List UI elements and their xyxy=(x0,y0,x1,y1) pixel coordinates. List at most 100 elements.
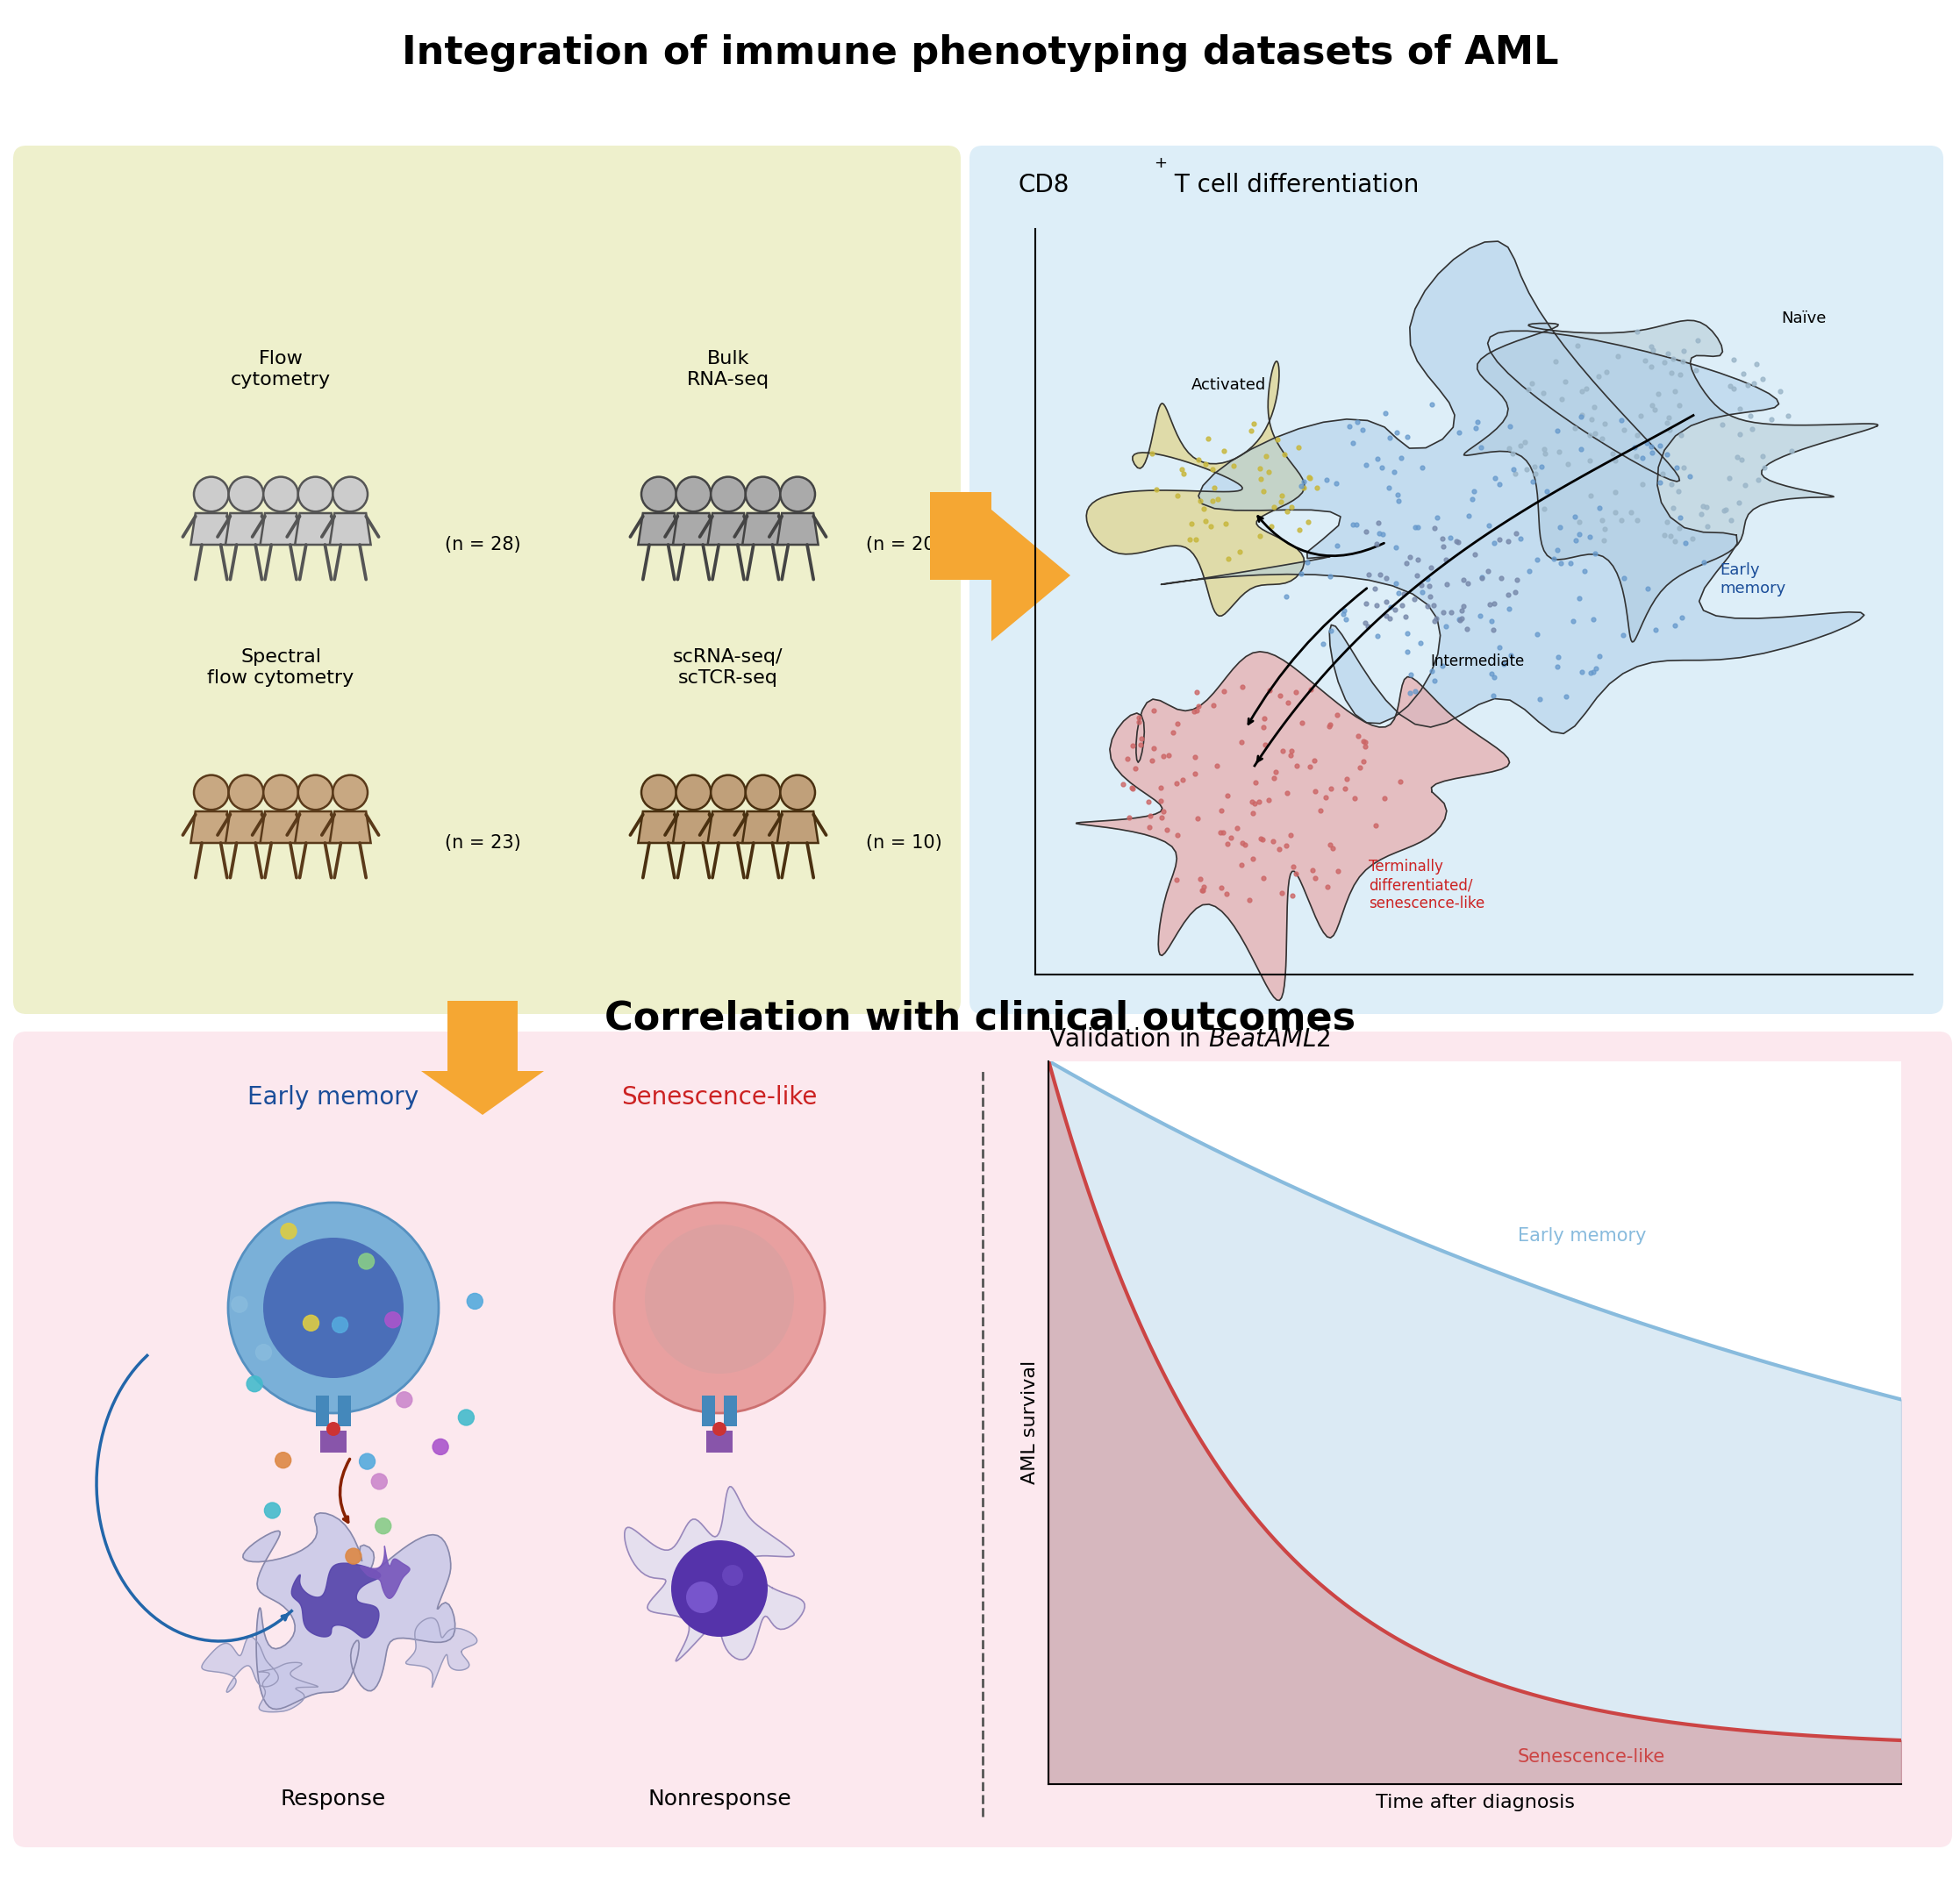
Circle shape xyxy=(255,1345,272,1360)
Circle shape xyxy=(263,477,298,511)
Text: +: + xyxy=(1154,156,1166,171)
Text: (n = 23): (n = 23) xyxy=(445,834,521,853)
Circle shape xyxy=(327,1422,341,1437)
Polygon shape xyxy=(639,513,680,545)
Text: Early memory: Early memory xyxy=(247,1085,419,1110)
Polygon shape xyxy=(639,811,680,843)
Polygon shape xyxy=(1464,321,1878,642)
Polygon shape xyxy=(708,811,749,843)
Text: Validation in $\mathit{BeatAML2}$: Validation in $\mathit{BeatAML2}$ xyxy=(1049,1027,1331,1052)
Bar xyxy=(706,1431,733,1452)
Polygon shape xyxy=(225,811,267,843)
Circle shape xyxy=(298,477,333,511)
Polygon shape xyxy=(261,811,302,843)
Text: Correlation with clinical outcomes: Correlation with clinical outcomes xyxy=(604,999,1356,1037)
Polygon shape xyxy=(778,811,817,843)
Circle shape xyxy=(396,1392,412,1408)
Text: Flow
cytometry: Flow cytometry xyxy=(231,351,331,389)
Circle shape xyxy=(370,1474,388,1489)
Text: Bulk
RNA-seq: Bulk RNA-seq xyxy=(686,351,770,389)
Polygon shape xyxy=(743,513,784,545)
Circle shape xyxy=(280,1223,296,1239)
Circle shape xyxy=(384,1313,400,1328)
Circle shape xyxy=(333,776,368,809)
Circle shape xyxy=(711,1422,727,1437)
Text: Naïve: Naïve xyxy=(1782,310,1827,327)
Text: Integration of immune phenotyping datasets of AML: Integration of immune phenotyping datase… xyxy=(402,34,1558,71)
Y-axis label: AML survival: AML survival xyxy=(1021,1362,1039,1484)
Polygon shape xyxy=(202,1636,278,1692)
Circle shape xyxy=(676,776,711,809)
Circle shape xyxy=(263,1238,404,1378)
Circle shape xyxy=(641,776,676,809)
Polygon shape xyxy=(294,811,335,843)
Text: (n = 28): (n = 28) xyxy=(445,535,521,554)
Polygon shape xyxy=(743,811,784,843)
Text: (n = 20): (n = 20) xyxy=(866,535,941,554)
Circle shape xyxy=(374,1517,392,1534)
X-axis label: Time after diagnosis: Time after diagnosis xyxy=(1376,1793,1574,1812)
Text: scRNA-seq/
scTCR-seq: scRNA-seq/ scTCR-seq xyxy=(672,648,784,687)
Polygon shape xyxy=(1160,240,1864,734)
Bar xyxy=(319,1431,347,1452)
Circle shape xyxy=(194,776,229,809)
Text: Response: Response xyxy=(280,1788,386,1810)
Circle shape xyxy=(613,1202,825,1412)
Circle shape xyxy=(686,1581,717,1613)
Circle shape xyxy=(298,776,333,809)
Circle shape xyxy=(263,776,298,809)
Polygon shape xyxy=(406,1617,476,1686)
Polygon shape xyxy=(361,1546,410,1598)
Circle shape xyxy=(345,1547,361,1564)
Circle shape xyxy=(333,477,368,511)
Circle shape xyxy=(433,1439,449,1455)
Circle shape xyxy=(711,477,745,511)
Polygon shape xyxy=(294,513,335,545)
Polygon shape xyxy=(292,1562,380,1638)
Circle shape xyxy=(359,1454,374,1469)
Text: T cell differentiation: T cell differentiation xyxy=(1166,173,1419,197)
Polygon shape xyxy=(708,513,749,545)
FancyBboxPatch shape xyxy=(14,1031,1952,1848)
Circle shape xyxy=(265,1502,280,1517)
Text: Intermediate: Intermediate xyxy=(1431,654,1525,669)
Text: (n = 10): (n = 10) xyxy=(866,834,941,853)
Bar xyxy=(723,1395,737,1425)
Polygon shape xyxy=(329,513,370,545)
Text: Activated: Activated xyxy=(1192,377,1266,393)
Polygon shape xyxy=(672,811,713,843)
Circle shape xyxy=(274,1452,290,1469)
Polygon shape xyxy=(1086,361,1303,616)
Bar xyxy=(337,1395,351,1425)
Text: Nonresponse: Nonresponse xyxy=(647,1788,792,1810)
Text: Terminally
differentiated/
senescence-like: Terminally differentiated/ senescence-li… xyxy=(1368,858,1484,911)
Polygon shape xyxy=(259,1662,318,1713)
Circle shape xyxy=(676,477,711,511)
Circle shape xyxy=(711,776,745,809)
Polygon shape xyxy=(929,492,1070,640)
Polygon shape xyxy=(261,513,302,545)
Polygon shape xyxy=(225,513,267,545)
Circle shape xyxy=(780,477,815,511)
Text: CD8: CD8 xyxy=(1017,173,1068,197)
Text: Senescence-like: Senescence-like xyxy=(1517,1748,1666,1765)
Circle shape xyxy=(247,1377,263,1392)
Bar xyxy=(316,1395,329,1425)
Circle shape xyxy=(304,1315,319,1332)
Circle shape xyxy=(331,1316,349,1333)
Circle shape xyxy=(359,1253,374,1270)
Polygon shape xyxy=(243,1514,455,1709)
Polygon shape xyxy=(329,811,370,843)
FancyBboxPatch shape xyxy=(970,146,1942,1014)
Polygon shape xyxy=(778,513,817,545)
Polygon shape xyxy=(672,513,713,545)
Circle shape xyxy=(227,1202,439,1412)
Circle shape xyxy=(229,477,263,511)
Circle shape xyxy=(745,477,780,511)
Circle shape xyxy=(194,477,229,511)
FancyBboxPatch shape xyxy=(14,146,960,1014)
Text: Senescence-like: Senescence-like xyxy=(621,1085,817,1110)
Bar xyxy=(702,1395,715,1425)
Circle shape xyxy=(466,1294,482,1309)
Text: Early
memory: Early memory xyxy=(1719,562,1786,597)
